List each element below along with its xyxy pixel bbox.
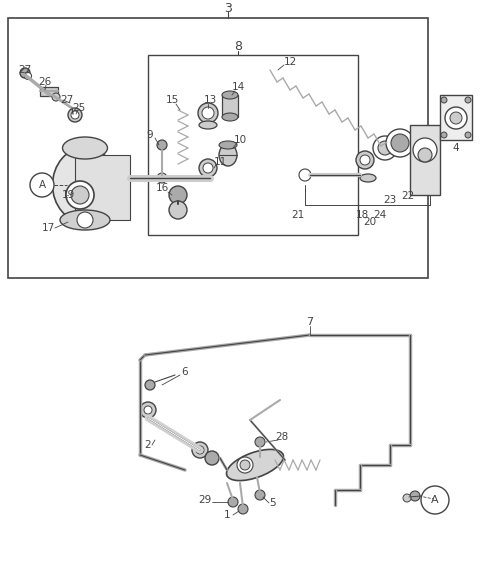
Circle shape xyxy=(157,173,167,183)
Circle shape xyxy=(445,107,467,129)
Text: 21: 21 xyxy=(291,210,305,220)
Circle shape xyxy=(441,97,447,103)
Bar xyxy=(440,95,472,140)
Ellipse shape xyxy=(52,148,118,222)
Text: 22: 22 xyxy=(401,191,415,201)
Text: 9: 9 xyxy=(147,130,153,140)
Circle shape xyxy=(403,494,411,502)
Circle shape xyxy=(378,141,392,155)
Text: 26: 26 xyxy=(38,77,51,87)
Circle shape xyxy=(418,148,432,162)
Circle shape xyxy=(255,437,265,447)
Text: 29: 29 xyxy=(198,495,212,505)
Circle shape xyxy=(410,491,420,501)
Circle shape xyxy=(228,497,238,507)
Ellipse shape xyxy=(199,121,217,129)
Circle shape xyxy=(71,186,89,204)
Circle shape xyxy=(71,111,79,119)
Text: A: A xyxy=(431,495,439,505)
Text: 6: 6 xyxy=(182,367,188,377)
Circle shape xyxy=(255,490,265,500)
Circle shape xyxy=(202,107,214,119)
Circle shape xyxy=(373,136,397,160)
Text: 2: 2 xyxy=(144,440,151,450)
Circle shape xyxy=(203,163,213,173)
Text: 19: 19 xyxy=(62,190,75,200)
Ellipse shape xyxy=(62,137,108,159)
Circle shape xyxy=(441,132,447,138)
Ellipse shape xyxy=(222,113,238,121)
Text: 13: 13 xyxy=(204,95,216,105)
Circle shape xyxy=(66,181,94,209)
Circle shape xyxy=(205,451,219,465)
Text: 24: 24 xyxy=(373,210,386,220)
Circle shape xyxy=(356,151,374,169)
Circle shape xyxy=(198,103,218,123)
Text: 8: 8 xyxy=(234,41,242,54)
Circle shape xyxy=(421,486,449,514)
Circle shape xyxy=(299,169,311,181)
Bar xyxy=(148,55,358,235)
Text: 18: 18 xyxy=(355,210,369,220)
Text: 4: 4 xyxy=(453,143,459,153)
Text: 27: 27 xyxy=(18,65,31,75)
Circle shape xyxy=(360,155,370,165)
Circle shape xyxy=(145,380,155,390)
Circle shape xyxy=(157,140,167,150)
Circle shape xyxy=(140,402,156,418)
Circle shape xyxy=(52,93,60,101)
Text: 23: 23 xyxy=(384,195,396,205)
Circle shape xyxy=(391,134,409,152)
Circle shape xyxy=(24,72,32,79)
Ellipse shape xyxy=(219,144,237,166)
Bar xyxy=(40,87,58,96)
Bar xyxy=(75,155,130,220)
Circle shape xyxy=(144,406,152,414)
Circle shape xyxy=(199,159,217,177)
Text: 20: 20 xyxy=(363,217,377,227)
Circle shape xyxy=(450,112,462,124)
Circle shape xyxy=(68,108,82,122)
Text: 10: 10 xyxy=(233,135,247,145)
Circle shape xyxy=(30,173,54,197)
Text: 14: 14 xyxy=(231,82,245,92)
Circle shape xyxy=(386,129,414,157)
Ellipse shape xyxy=(360,174,376,182)
Text: 16: 16 xyxy=(156,183,168,193)
Text: 11: 11 xyxy=(214,157,227,167)
Ellipse shape xyxy=(222,91,238,99)
Circle shape xyxy=(192,442,208,458)
Bar xyxy=(222,95,238,117)
Text: 15: 15 xyxy=(166,95,179,105)
Ellipse shape xyxy=(219,141,237,149)
Text: 27: 27 xyxy=(60,95,73,105)
Text: 28: 28 xyxy=(276,432,288,442)
Text: 17: 17 xyxy=(42,223,55,233)
Text: 7: 7 xyxy=(306,317,313,327)
Circle shape xyxy=(465,97,471,103)
Text: 1: 1 xyxy=(224,510,230,520)
Circle shape xyxy=(237,457,253,473)
Text: 25: 25 xyxy=(72,103,85,113)
Bar xyxy=(8,18,428,278)
Bar xyxy=(410,125,440,195)
Text: 3: 3 xyxy=(224,2,232,15)
Ellipse shape xyxy=(60,210,110,230)
Circle shape xyxy=(196,446,204,454)
Text: A: A xyxy=(38,180,46,190)
Circle shape xyxy=(20,68,30,78)
Circle shape xyxy=(413,138,437,162)
Circle shape xyxy=(238,504,248,514)
Circle shape xyxy=(77,212,93,228)
Text: 12: 12 xyxy=(283,57,297,67)
Circle shape xyxy=(169,201,187,219)
Circle shape xyxy=(169,186,187,204)
Circle shape xyxy=(465,132,471,138)
Text: 5: 5 xyxy=(270,498,276,508)
Circle shape xyxy=(240,460,250,470)
Ellipse shape xyxy=(227,449,284,481)
